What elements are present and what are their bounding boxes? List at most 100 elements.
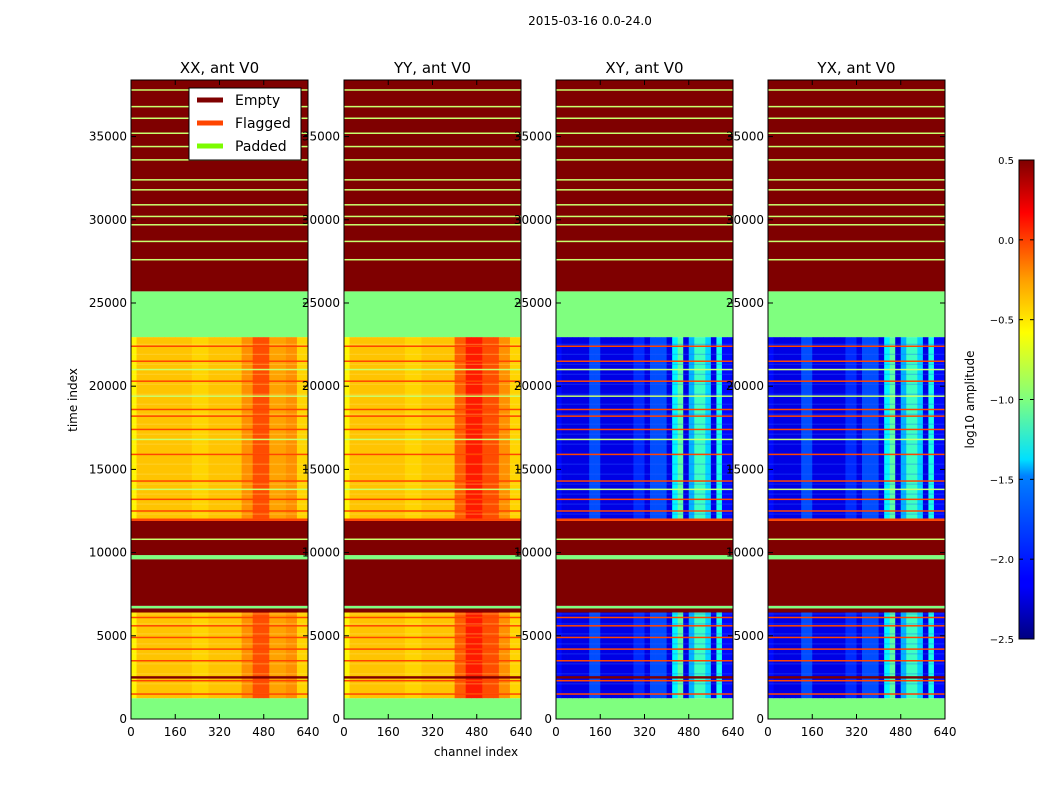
flagged-line bbox=[131, 415, 308, 417]
panel-xx: XX, ant V0 0 160 320 480 640 0 5000 10000 15000 20… bbox=[89, 59, 320, 739]
data-cell bbox=[191, 337, 198, 519]
data-stripe bbox=[344, 423, 521, 425]
data-cell bbox=[147, 337, 154, 519]
flagged-line bbox=[344, 428, 521, 431]
x-tick-label: 160 bbox=[801, 725, 824, 739]
region-empty bbox=[556, 520, 733, 556]
padded-line bbox=[344, 224, 521, 226]
data-cell bbox=[360, 612, 367, 699]
padded-line bbox=[768, 159, 945, 161]
data-stripe bbox=[556, 433, 733, 435]
data-cell bbox=[432, 612, 439, 699]
padded-line bbox=[768, 179, 945, 181]
data-stripe bbox=[344, 623, 521, 625]
x-tick-label: 480 bbox=[465, 725, 488, 739]
data-cell bbox=[578, 612, 585, 699]
data-cell bbox=[296, 612, 303, 699]
y-tick-label: 15000 bbox=[726, 462, 764, 476]
padded-line bbox=[556, 159, 733, 161]
data-cell bbox=[817, 337, 824, 519]
padded-line bbox=[344, 368, 521, 371]
data-stripe bbox=[131, 633, 308, 635]
region-empty bbox=[131, 559, 308, 606]
region-padded bbox=[131, 291, 308, 338]
flagged-line bbox=[768, 693, 945, 695]
data-cell bbox=[677, 337, 684, 519]
data-cell bbox=[426, 612, 433, 699]
flagged-line bbox=[556, 636, 733, 639]
data-cell bbox=[922, 612, 929, 699]
data-cell bbox=[258, 612, 265, 699]
data-stripe bbox=[768, 353, 945, 355]
data-stripe bbox=[344, 503, 521, 505]
data-cell bbox=[382, 337, 389, 519]
panel-yy: YY, ant V0 0 160 320 480 640 0 5000 10000 15000 20… bbox=[302, 59, 533, 739]
colorbar-tick-label: 0.0 bbox=[998, 236, 1014, 247]
panel-xy: XY, ant V0 0 160 320 480 640 0 5000 10000 15000 20… bbox=[514, 59, 745, 739]
data-stripe bbox=[344, 483, 521, 485]
data-cell bbox=[460, 337, 467, 519]
data-cell bbox=[493, 337, 500, 519]
flagged-line bbox=[344, 360, 521, 362]
y-tick-label: 5000 bbox=[733, 629, 764, 643]
data-cell bbox=[556, 337, 562, 519]
data-cell bbox=[917, 612, 924, 699]
data-cell bbox=[241, 337, 248, 519]
data-cell bbox=[147, 612, 154, 699]
data-cell bbox=[302, 612, 309, 699]
data-cell bbox=[252, 337, 259, 519]
flagged-line bbox=[131, 480, 308, 482]
data-cell bbox=[655, 337, 662, 519]
padded-line bbox=[344, 145, 521, 148]
data-stripe bbox=[131, 623, 308, 625]
data-cell bbox=[666, 337, 673, 519]
data-cell bbox=[349, 612, 356, 699]
data-cell bbox=[650, 337, 656, 519]
data-stripe bbox=[768, 343, 945, 345]
data-stripe bbox=[344, 673, 521, 675]
padded-line bbox=[768, 132, 945, 134]
flagged-line bbox=[768, 625, 945, 627]
data-stripe bbox=[131, 353, 308, 355]
y-tick-label: 0 bbox=[119, 712, 127, 726]
padded-line bbox=[768, 105, 945, 108]
y-tick-label: 5000 bbox=[521, 629, 552, 643]
region-padded bbox=[768, 605, 945, 609]
data-cell bbox=[839, 612, 846, 699]
colorbar-tick-label: −0.5 bbox=[990, 316, 1014, 327]
region-padded bbox=[344, 605, 521, 609]
padded-line bbox=[768, 538, 945, 541]
data-stripe bbox=[768, 643, 945, 645]
padded-line bbox=[768, 89, 945, 91]
data-stripe bbox=[556, 353, 733, 355]
data-cell bbox=[252, 612, 259, 699]
data-cell bbox=[169, 612, 176, 699]
data-cell bbox=[404, 612, 411, 699]
data-cell bbox=[344, 337, 350, 519]
data-cell bbox=[482, 612, 489, 699]
x-tick-label: 160 bbox=[589, 725, 612, 739]
x-tick-label: 320 bbox=[845, 725, 868, 739]
flagged-line bbox=[768, 676, 945, 679]
data-cell bbox=[705, 337, 712, 519]
data-cell bbox=[911, 337, 918, 519]
data-stripe bbox=[344, 643, 521, 645]
data-cell bbox=[410, 612, 417, 699]
flagged-line bbox=[344, 510, 521, 512]
region-padded bbox=[556, 605, 733, 609]
data-cell bbox=[136, 337, 143, 519]
data-stripe bbox=[768, 663, 945, 665]
data-stripe bbox=[768, 363, 945, 365]
colorbar-tick-label: −1.0 bbox=[990, 396, 1014, 407]
data-cell bbox=[225, 612, 231, 699]
padded-line bbox=[556, 438, 733, 441]
x-tick-label: 640 bbox=[297, 725, 320, 739]
data-stripe bbox=[556, 683, 733, 685]
flagged-line bbox=[768, 408, 945, 411]
padded-line bbox=[768, 368, 945, 371]
data-cell bbox=[175, 612, 182, 699]
data-cell bbox=[263, 612, 270, 699]
flagged-line bbox=[344, 660, 521, 662]
data-cell bbox=[415, 612, 422, 699]
data-cell bbox=[465, 612, 472, 699]
